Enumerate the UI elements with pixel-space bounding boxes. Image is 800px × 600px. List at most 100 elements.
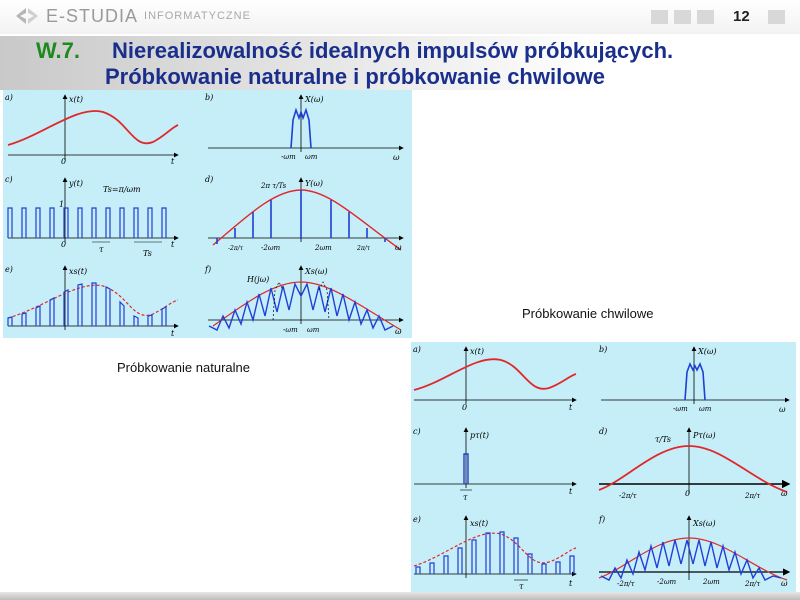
label-minus-wm: -ωm [283,326,298,334]
label-tau: τ [99,245,104,254]
bottom-bar [0,592,800,600]
label-Yw: Y(ω) [305,179,323,188]
figure-instant-svg: a) x(t) 0 t b) X(ω) -ωm ωm ω c) pτ(t) τ … [413,345,791,591]
label-t: t [171,329,175,338]
slide-title-line1: Nierealizowalność idealnych impulsów pró… [112,38,674,63]
sinc-envelope [212,189,402,251]
panel-label-d: d) [205,175,213,184]
label-Ts-eq: Ts=π/ωm [103,185,141,194]
label-minus-2pi-tau: -2π/τ [619,492,637,500]
panel-label-e: e) [5,265,13,274]
label-2wm: 2ωm [314,244,332,252]
sinc-envelope [212,281,402,331]
title-band [0,36,800,90]
panel-label-d: d) [599,427,607,436]
label-xst: xs(t) [470,519,488,528]
panel-label-b: b) [205,93,213,102]
nav-square [768,10,785,24]
label-tau-Ts: τ/Ts [655,435,671,444]
label-xt: x(t) [69,95,83,104]
sinc-curve [598,445,788,493]
nav-square [674,10,691,24]
logo: E-STUDIA INFORMATYCZNE [14,5,251,27]
spectrum-curve [684,362,706,401]
envelope-dashed [413,532,577,567]
caption-instant-sampling: Próbkowanie chwilowe [522,306,654,321]
label-minus-wm: -ωm [673,405,688,413]
spectrum-curve [600,539,782,581]
logo-sub-text: INFORMATYCZNE [144,10,251,22]
label-t: t [171,157,175,166]
label-pt: pτ(t) [470,431,489,440]
label-2wm: 2ωm [702,578,720,586]
label-2pi-tau: 2π/τ [356,245,371,252]
envelope-dashed [7,284,179,319]
panel-label-b: b) [599,345,607,354]
panel-label-a: a) [5,93,13,102]
label-Xsw: Xs(ω) [304,267,328,276]
nav-squares [651,10,714,24]
sampled-signal [7,282,167,326]
label-tau: τ [519,582,524,591]
label-one: 1 [59,200,64,209]
label-2pi-tau: 2π/τ [744,580,760,588]
slide-title-line2: Próbkowanie naturalne i próbkowanie chwi… [105,64,605,89]
label-Ts: Ts [143,249,152,258]
label-t: t [569,487,573,496]
label-amp: 2π τ/Ts [260,182,287,190]
label-omega: ω [781,579,788,588]
figure-instant-sampling: a) x(t) 0 t b) X(ω) -ωm ωm ω c) pτ(t) τ … [411,342,796,592]
label-t: t [171,240,175,249]
label-minus-2wm: -2ωm [657,578,677,586]
logo-main-text: E-STUDIA [46,5,139,26]
single-pulse [463,453,469,484]
panel-label-e: e) [413,515,421,524]
label-Pw: Pτ(ω) [692,431,716,440]
sinc-envelope [598,537,788,581]
sampled-signal [415,531,575,574]
label-xt: x(t) [470,347,484,356]
label-minus-2pi-tau: -2π/τ [617,580,635,588]
spectrum-curve [208,281,394,331]
nav-square [697,10,714,24]
panel-label-a: a) [413,345,421,354]
label-zero: 0 [61,240,66,249]
label-2pi-tau: 2π/τ [744,492,760,500]
pulse-train [7,207,167,238]
signal-curve [413,358,577,391]
label-t: t [569,403,573,412]
label-omega: ω [395,327,402,336]
label-minus-2pi-tau: -2π/τ [228,245,244,252]
label-omega: ω [393,153,400,162]
label-Xw: X(ω) [697,347,716,356]
label-yt: y(t) [68,179,83,188]
caption-natural-sampling: Próbkowanie naturalne [117,360,250,375]
label-tau: τ [463,493,468,502]
panel-label-f: f) [598,515,605,524]
label-omega: ω [779,405,786,414]
label-wm: ωm [307,326,320,334]
nav-square [651,10,668,24]
signal-curve [7,110,179,146]
label-zero: 0 [61,157,66,166]
label-Hjw: H(jω) [246,275,269,284]
label-zero: 0 [685,489,690,498]
label-omega: ω [395,243,402,252]
panel-label-f: f) [204,265,211,274]
label-omega: ω [781,489,788,498]
spectrum-curve [290,107,312,149]
label-Xsw: Xs(ω) [692,519,716,528]
label-wm: ωm [699,405,712,413]
page-number: 12 [733,8,750,25]
panel-label-c: c) [413,427,421,436]
label-wm: ωm [305,153,318,161]
filter-response [272,281,330,321]
label-t: t [569,579,573,588]
top-bar: E-STUDIA INFORMATYCZNE 12 [0,0,800,34]
label-zero: 0 [462,403,467,412]
figure-natural-svg: a) x(t) 0 t b) X(ω) -ωm ωm ω c) y(t) Ts=… [5,93,404,338]
label-xst: xs(t) [69,267,87,276]
figure-natural-sampling: a) x(t) 0 t b) X(ω) -ωm ωm ω c) y(t) Ts=… [3,90,412,338]
label-minus-2wm: -2ωm [261,244,281,252]
label-Xw: X(ω) [304,95,323,104]
